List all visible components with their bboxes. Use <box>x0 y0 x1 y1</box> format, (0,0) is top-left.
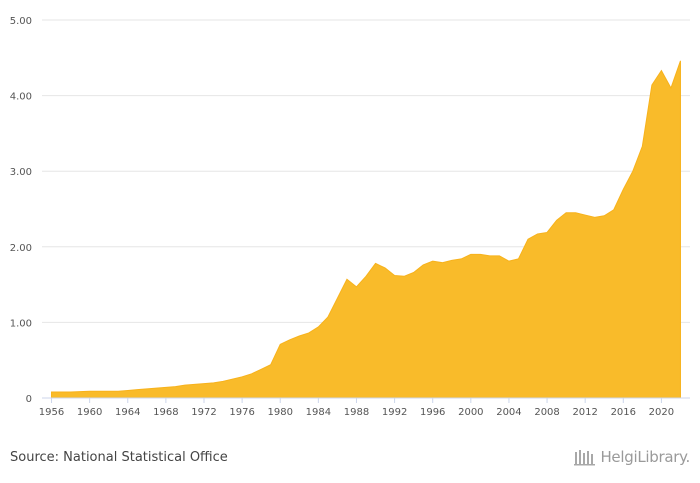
x-tick-label: 2016 <box>611 407 636 418</box>
series-area-layer <box>51 60 681 399</box>
x-tick-label: 1980 <box>268 407 293 418</box>
series-area[interactable] <box>51 60 681 399</box>
x-tick-label: 1984 <box>306 407 331 418</box>
y-tick-label: 1.00 <box>10 318 32 329</box>
y-axis-ticks: 0 1.00 2.00 3.00 4.00 5.00 <box>10 16 32 405</box>
x-tick-label: 1992 <box>382 407 407 418</box>
x-tick-label: 1988 <box>344 407 369 418</box>
x-tick-label: 1968 <box>153 407 178 418</box>
x-tick-label: 2004 <box>496 407 521 418</box>
x-tick-label: 2020 <box>649 407 674 418</box>
x-tick-label: 2012 <box>572 407 597 418</box>
x-tick-label: 2008 <box>534 407 559 418</box>
helgilibrary-logo[interactable]: HelgiLibrary. <box>574 448 690 466</box>
x-axis-ticks: 1956 1960 1964 1968 1972 1976 1980 1984 1988 1992… <box>39 398 674 418</box>
y-tick-label: 2.00 <box>10 243 32 254</box>
x-tick-label: 1972 <box>191 407 216 418</box>
y-tick-label: 0 <box>26 394 32 405</box>
x-tick-label: 1956 <box>39 407 64 418</box>
y-tick-label: 4.00 <box>10 92 32 103</box>
x-tick-label: 1976 <box>229 407 254 418</box>
logo-text: HelgiLibrary. <box>600 448 690 466</box>
area-chart: 01.002.003.004.005.00 1956 1960 1964 1968 19… <box>10 16 690 418</box>
x-tick-label: 1960 <box>77 407 102 418</box>
source-note: Source: National Statistical Office <box>10 450 228 465</box>
y-tick-label: 5.00 <box>10 16 32 27</box>
library-icon <box>574 450 596 466</box>
x-tick-label: 1996 <box>420 407 445 418</box>
x-tick-label: 2000 <box>458 407 483 418</box>
x-tick-label: 1964 <box>115 407 140 418</box>
y-tick-label: 3.00 <box>10 167 32 178</box>
